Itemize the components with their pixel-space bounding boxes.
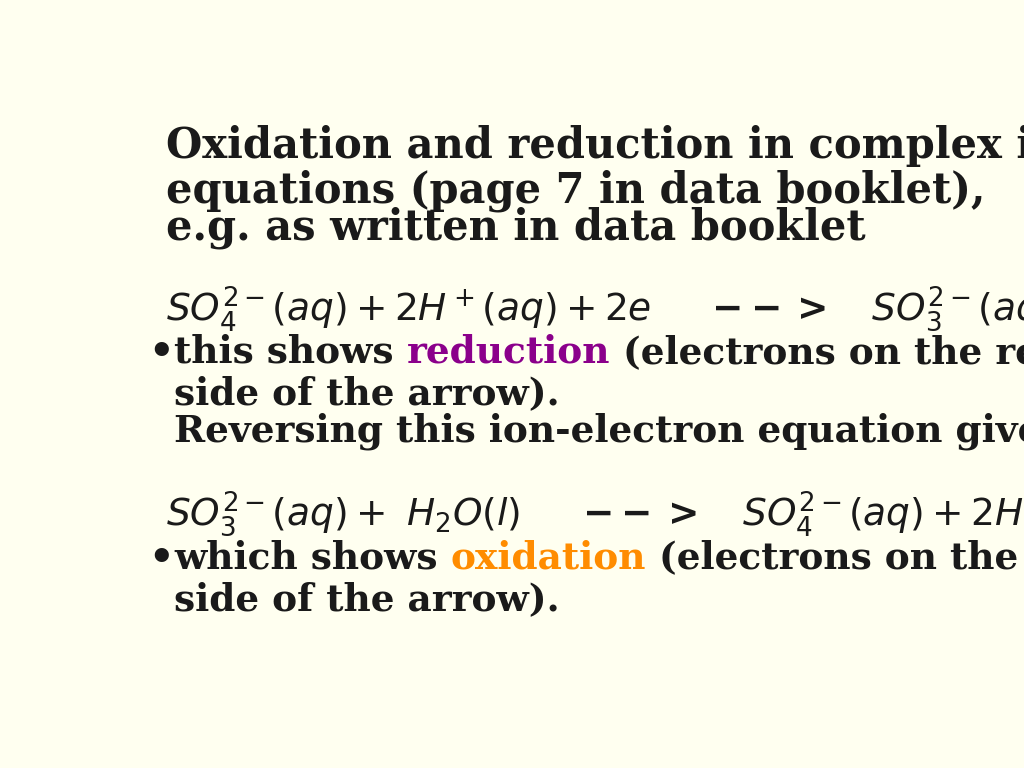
Text: (electrons on the reactant: (electrons on the reactant — [610, 334, 1024, 371]
Text: reduction: reduction — [407, 334, 610, 371]
Text: side of the arrow).: side of the arrow). — [174, 376, 560, 412]
Text: $SO_3^{2-}(aq) +\ H_2O(l)\ \ \ \ \ \mathbf{-->}\ \ \ SO_4^{2-}(aq) + 2H^+(aq) + : $SO_3^{2-}(aq) +\ H_2O(l)\ \ \ \ \ \math… — [166, 489, 1024, 538]
Text: which shows: which shows — [174, 540, 451, 577]
Text: side of the arrow).: side of the arrow). — [174, 581, 560, 618]
Text: Oxidation and reduction in complex ion-electron: Oxidation and reduction in complex ion-e… — [166, 124, 1024, 167]
Text: oxidation: oxidation — [451, 540, 646, 577]
Text: $SO_4^{2-}(aq) + 2H^+(aq) + 2e\ \ \ \ \ \mathbf{-->}\ \ \ SO_3^{2-}(aq) +\ H_2O(: $SO_4^{2-}(aq) + 2H^+(aq) + 2e\ \ \ \ \ … — [166, 283, 1024, 333]
Text: Reversing this ion-electron equation gives: Reversing this ion-electron equation giv… — [174, 412, 1024, 450]
Text: •: • — [147, 540, 173, 578]
Text: equations (page 7 in data booklet),: equations (page 7 in data booklet), — [166, 169, 985, 211]
Text: this shows: this shows — [174, 334, 407, 371]
Text: •: • — [147, 334, 173, 372]
Text: e.g. as written in data booklet: e.g. as written in data booklet — [166, 207, 865, 250]
Text: (electrons on the product: (electrons on the product — [646, 540, 1024, 577]
